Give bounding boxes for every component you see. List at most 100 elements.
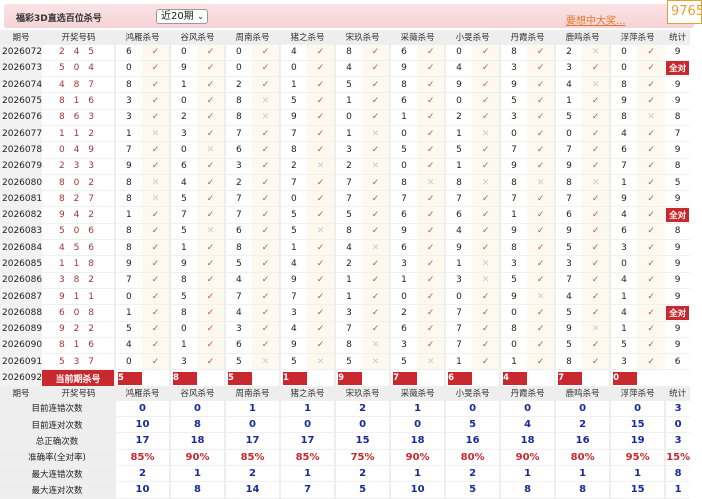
kill-number-cell: 7 xyxy=(554,272,583,289)
check-icon: ✓ xyxy=(371,144,380,155)
result-cell: ✓ xyxy=(417,92,446,110)
result-cell: ✓ xyxy=(197,174,226,192)
result-cell: ✓ xyxy=(307,60,336,78)
result-cell: ✓ xyxy=(637,239,666,257)
stats-label: 准确率(全对率) xyxy=(0,449,115,466)
kill-number-cell: 7 xyxy=(224,288,253,306)
kill-number-cell: 1 xyxy=(444,158,473,175)
check-icon: ✓ xyxy=(481,307,490,318)
kill-number-cell: 4 xyxy=(114,337,142,355)
stat-cell: 9 xyxy=(665,92,691,110)
check-icon: ✓ xyxy=(261,144,270,155)
kill-number-cell: 5 xyxy=(389,141,418,159)
stats-value: 2 xyxy=(554,416,611,434)
check-icon: ✓ xyxy=(261,63,270,74)
kill-number-cell: 7 xyxy=(334,321,363,338)
check-icon: ✓ xyxy=(316,79,325,90)
stats-value: 0 xyxy=(664,416,691,434)
cross-icon: ✕ xyxy=(371,340,380,351)
stat-cell: 全对 xyxy=(665,60,691,78)
stat-cell: 9 xyxy=(665,141,691,159)
result-cell: ✓ xyxy=(472,206,501,224)
stats-value: 1 xyxy=(279,465,336,483)
empty-cell xyxy=(362,369,391,387)
stats-row: 总正确次数 17 18 17 17 15 18 16 18 16 19 3 xyxy=(0,432,691,450)
kill-number-cell: 0 xyxy=(444,44,473,61)
result-cell: ✕ xyxy=(142,125,171,143)
result-cell: ✓ xyxy=(307,76,336,94)
kill-number-cell: 4 xyxy=(609,206,638,224)
check-icon: ✓ xyxy=(647,210,655,221)
result-cell: ✓ xyxy=(142,272,171,289)
kill-number-cell: 8 xyxy=(169,304,198,322)
result-cell: ✓ xyxy=(307,255,336,273)
stats-value: 19 xyxy=(609,432,666,450)
kill-number-cell: 0 xyxy=(609,255,638,273)
kill-number-cell: 6 xyxy=(389,321,418,338)
result-cell: ✓ xyxy=(417,141,446,159)
result-cell: ✓ xyxy=(582,92,611,110)
header-expert: 谷风杀号 xyxy=(170,386,226,401)
table-row: 2026076 8 6 3 3 ✓ 2 ✓ 8 ✕ 9 ✓ 0 ✓ 1 ✓ 2 ✓ 3 ✓ 5 ✓ 8 ✕ 8 xyxy=(0,109,691,126)
current-kill-number: 7 xyxy=(393,371,418,385)
result-cell: ✕ xyxy=(362,125,391,143)
stats-value: 1 xyxy=(389,465,446,483)
result-cell: ✓ xyxy=(197,76,226,94)
kill-number-cell: 4 xyxy=(169,174,198,192)
check-icon: ✓ xyxy=(151,112,160,123)
check-icon: ✓ xyxy=(481,47,490,58)
issue-cell: 2026077 xyxy=(0,125,42,143)
result-cell: ✕ xyxy=(527,288,556,306)
result-cell: ✓ xyxy=(197,206,226,224)
stats-value: 3 xyxy=(664,432,691,450)
issue-cell: 2026087 xyxy=(0,288,42,306)
result-cell: ✓ xyxy=(417,223,446,241)
draw-number-cell: 9 4 2 xyxy=(42,206,115,224)
result-cell: ✓ xyxy=(197,44,226,61)
check-icon: ✓ xyxy=(261,324,270,335)
period-select[interactable]: 近20期 ⌄ xyxy=(156,9,208,24)
cross-icon: ✕ xyxy=(261,96,270,107)
check-icon: ✓ xyxy=(536,259,545,269)
header-stat: 统计 xyxy=(665,30,691,45)
result-cell: ✓ xyxy=(417,76,446,94)
check-icon: ✓ xyxy=(536,79,545,90)
check-icon: ✓ xyxy=(591,128,600,139)
cross-icon: ✕ xyxy=(481,259,490,269)
check-icon: ✓ xyxy=(426,291,435,302)
current-kill-cell: 9 xyxy=(334,369,363,387)
check-icon: ✓ xyxy=(316,128,325,139)
promo-link[interactable]: 要想中大奖... xyxy=(566,16,626,27)
check-icon: ✓ xyxy=(151,63,160,74)
result-cell: ✕ xyxy=(417,353,446,371)
check-icon: ✓ xyxy=(426,259,435,269)
kill-number-cell: 8 xyxy=(114,76,142,94)
current-kill-cell: 8 xyxy=(169,369,198,387)
check-icon: ✓ xyxy=(481,96,490,107)
draw-number-cell: 8 6 3 xyxy=(42,109,115,126)
check-icon: ✓ xyxy=(536,226,545,237)
check-icon: ✓ xyxy=(481,161,490,172)
table-row: 2026073 5 0 4 0 ✓ 9 ✓ 0 ✓ 0 ✓ 4 ✓ 9 ✓ 4 ✓ 3 ✓ 3 ✓ 0 ✓ 全对 xyxy=(0,60,691,78)
check-icon: ✓ xyxy=(151,324,160,335)
result-cell: ✓ xyxy=(197,158,226,175)
result-cell: ✓ xyxy=(142,353,171,371)
table-row: 2026087 9 1 1 0 ✓ 5 ✓ 7 ✓ 7 ✓ 1 ✓ 0 ✓ 0 ✓ 9 ✕ 4 ✓ 1 ✓ 9 xyxy=(0,288,691,306)
result-cell: ✓ xyxy=(307,44,336,61)
cross-icon: ✕ xyxy=(426,356,435,367)
result-cell: ✓ xyxy=(142,255,171,273)
result-cell: ✓ xyxy=(582,158,611,175)
kill-number-cell: 1 xyxy=(499,353,528,371)
result-cell: ✓ xyxy=(472,44,501,61)
kill-number-cell: 9 xyxy=(499,223,528,241)
stats-value: 2 xyxy=(113,465,171,483)
table-row: 2026075 8 1 6 3 ✓ 0 ✓ 8 ✕ 5 ✓ 1 ✓ 6 ✓ 0 ✓ 5 ✓ 1 ✓ 9 ✓ 9 xyxy=(0,92,691,110)
check-icon: ✓ xyxy=(261,307,270,318)
check-icon: ✓ xyxy=(151,259,160,269)
kill-number-cell: 2 xyxy=(224,76,253,94)
stats-value: 85% xyxy=(113,449,171,466)
empty-cell xyxy=(307,369,336,387)
check-icon: ✓ xyxy=(316,47,325,58)
kill-number-cell: 0 xyxy=(169,44,198,61)
kill-number-cell: 1 xyxy=(279,239,308,257)
